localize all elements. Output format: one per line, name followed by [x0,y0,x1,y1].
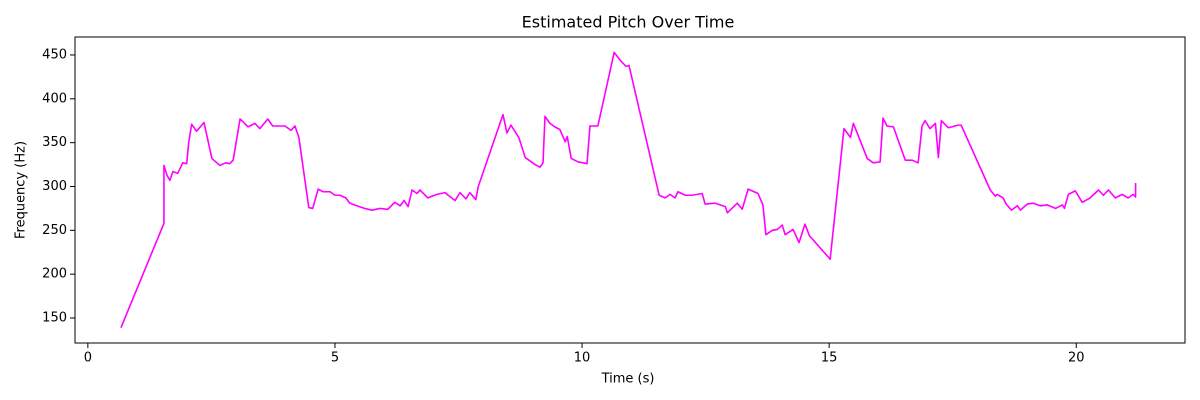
y-tick-label: 400 [42,91,67,106]
x-tick-label: 5 [331,351,339,366]
pitch-line [120,51,1137,328]
y-tick-label: 350 [42,135,67,150]
y-tick-label: 200 [42,267,67,282]
y-tick-label: 150 [42,311,67,326]
x-axis-label: Time (s) [601,372,655,387]
x-tick-label: 20 [1068,351,1085,366]
x-tick-label: 15 [821,351,838,366]
y-tick-label: 300 [42,179,67,194]
x-tick-label: 0 [84,351,92,366]
y-tick-label: 250 [42,223,67,238]
y-axis-label: Frequency (Hz) [14,141,29,239]
x-tick-label: 10 [574,351,591,366]
plot-frame [74,36,1186,344]
y-tick-label: 450 [42,47,67,62]
chart-title: Estimated Pitch Over Time [522,13,735,32]
